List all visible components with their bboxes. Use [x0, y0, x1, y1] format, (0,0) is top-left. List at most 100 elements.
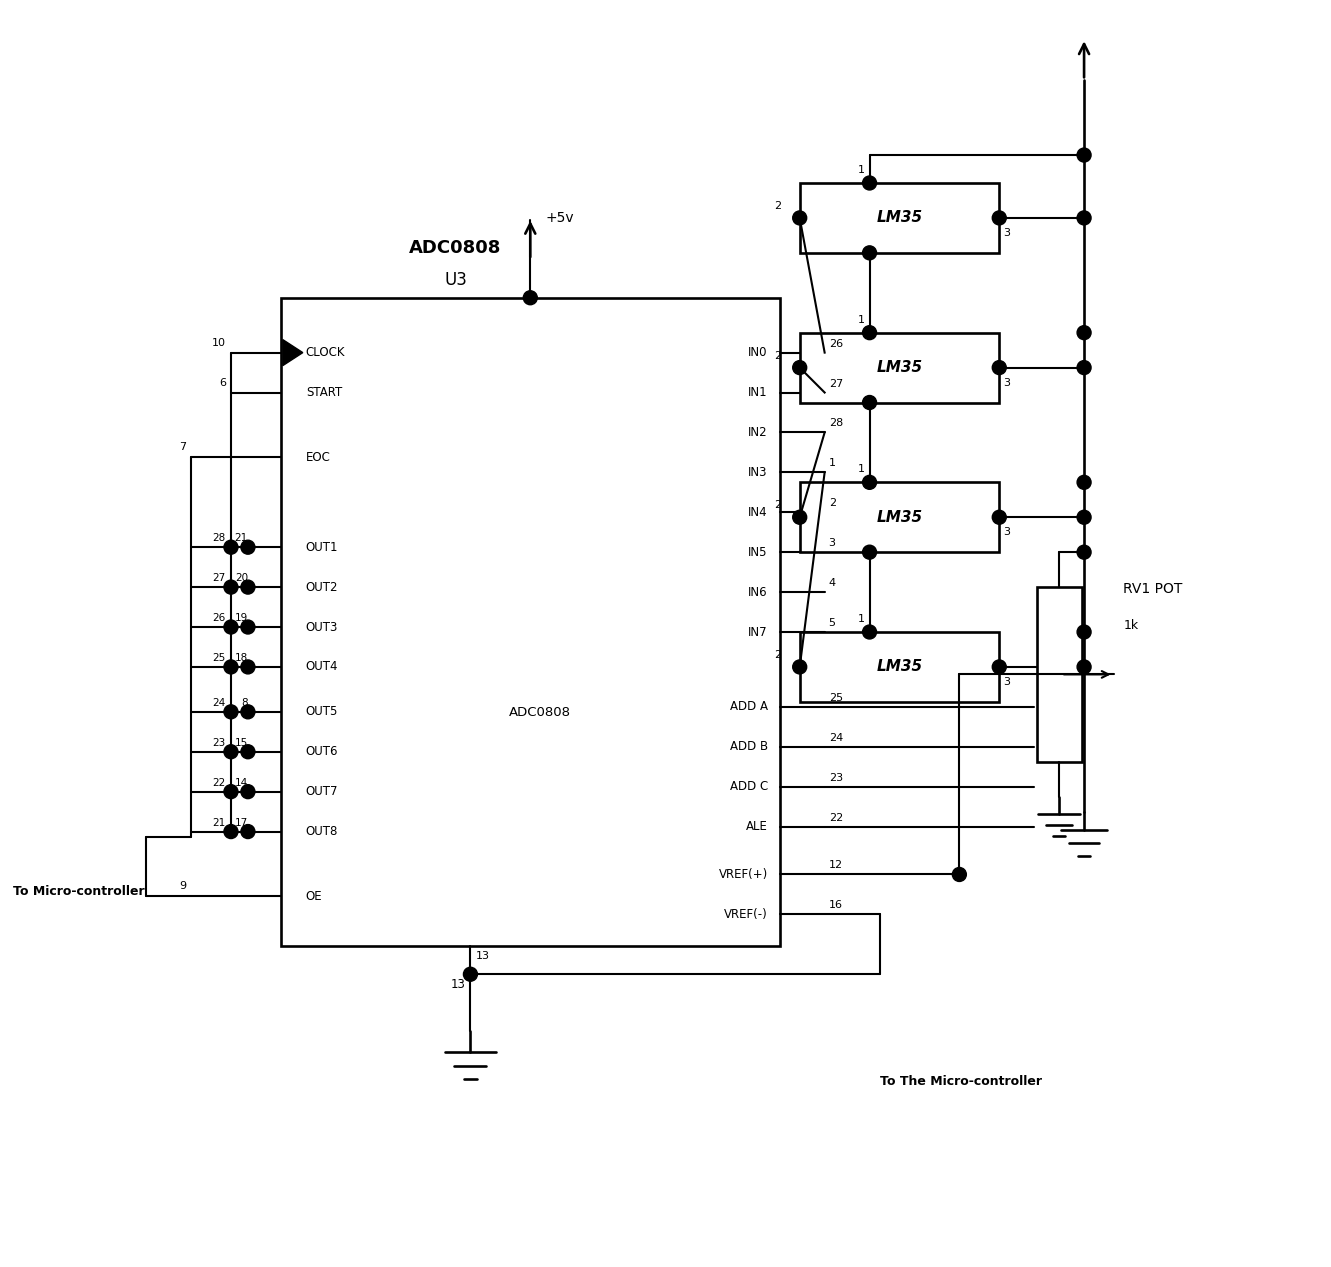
Text: IN2: IN2 — [748, 426, 768, 438]
Text: START: START — [306, 386, 342, 399]
Circle shape — [224, 660, 238, 674]
Text: 25: 25 — [829, 693, 843, 703]
Text: 24: 24 — [213, 698, 226, 708]
Text: 27: 27 — [213, 573, 226, 583]
Circle shape — [1077, 326, 1091, 340]
Text: 2: 2 — [775, 351, 781, 361]
Text: 1: 1 — [857, 614, 865, 625]
Text: RV1 POT: RV1 POT — [1123, 582, 1183, 595]
Circle shape — [993, 361, 1006, 375]
Circle shape — [793, 511, 807, 525]
Text: IN0: IN0 — [748, 346, 768, 359]
Text: LM35: LM35 — [876, 210, 922, 226]
Circle shape — [793, 361, 807, 375]
Text: ADD C: ADD C — [729, 780, 768, 793]
Text: 3: 3 — [829, 538, 836, 549]
Text: ADC0808: ADC0808 — [409, 239, 502, 257]
Text: 7: 7 — [178, 442, 186, 452]
Text: 13: 13 — [451, 978, 466, 991]
Text: 2: 2 — [829, 498, 836, 508]
FancyBboxPatch shape — [800, 333, 1000, 403]
Text: 21: 21 — [213, 817, 226, 827]
Text: 1: 1 — [829, 459, 836, 469]
Text: 5: 5 — [829, 618, 836, 628]
Circle shape — [241, 745, 256, 759]
Text: ADD B: ADD B — [729, 740, 768, 754]
Text: 10: 10 — [212, 337, 226, 347]
Circle shape — [463, 967, 478, 981]
Text: VREF(-): VREF(-) — [724, 908, 768, 921]
Circle shape — [1077, 148, 1091, 162]
Circle shape — [1077, 660, 1091, 674]
Text: OUT7: OUT7 — [306, 786, 338, 798]
Circle shape — [241, 660, 256, 674]
Circle shape — [1077, 210, 1091, 226]
Circle shape — [862, 475, 877, 489]
Circle shape — [862, 395, 877, 409]
Circle shape — [993, 511, 1006, 525]
Text: 2: 2 — [775, 650, 781, 660]
Text: 2: 2 — [775, 500, 781, 511]
Text: 23: 23 — [213, 737, 226, 748]
Circle shape — [1077, 475, 1091, 489]
Text: OUT3: OUT3 — [306, 621, 338, 634]
Text: 22: 22 — [213, 778, 226, 788]
Text: 3: 3 — [1004, 378, 1010, 388]
Text: To The Micro-controller: To The Micro-controller — [880, 1074, 1042, 1087]
Text: ADC0808: ADC0808 — [510, 706, 571, 720]
FancyBboxPatch shape — [800, 632, 1000, 702]
Text: 28: 28 — [829, 418, 843, 428]
Text: 27: 27 — [829, 379, 843, 389]
Circle shape — [1077, 545, 1091, 559]
Circle shape — [241, 704, 256, 718]
Circle shape — [241, 620, 256, 634]
Text: OUT2: OUT2 — [306, 580, 338, 594]
Text: 6: 6 — [220, 378, 226, 388]
Text: 9: 9 — [178, 882, 186, 892]
Text: OE: OE — [306, 889, 322, 903]
Text: 25: 25 — [213, 653, 226, 663]
Text: ADD A: ADD A — [729, 701, 768, 713]
Text: IN6: IN6 — [748, 585, 768, 598]
Circle shape — [241, 580, 256, 594]
Text: CLOCK: CLOCK — [306, 346, 345, 359]
Text: IN5: IN5 — [748, 546, 768, 559]
Text: To Micro-controller: To Micro-controller — [13, 884, 145, 898]
Text: U3: U3 — [445, 271, 467, 289]
Text: 1k: 1k — [1123, 620, 1138, 632]
Circle shape — [993, 210, 1006, 226]
Text: 1: 1 — [857, 465, 865, 474]
Text: OUT8: OUT8 — [306, 825, 338, 837]
Polygon shape — [284, 340, 302, 366]
Circle shape — [1077, 361, 1091, 375]
Text: EOC: EOC — [306, 451, 330, 464]
Text: LM35: LM35 — [876, 360, 922, 375]
Circle shape — [224, 620, 238, 634]
Text: OUT5: OUT5 — [306, 706, 338, 718]
Text: LM35: LM35 — [876, 509, 922, 525]
Text: 26: 26 — [213, 613, 226, 623]
Circle shape — [224, 704, 238, 718]
Circle shape — [224, 825, 238, 839]
Text: 20: 20 — [234, 573, 248, 583]
Text: VREF(+): VREF(+) — [719, 868, 768, 881]
Text: IN4: IN4 — [748, 506, 768, 518]
Circle shape — [224, 784, 238, 798]
Circle shape — [1077, 625, 1091, 639]
Text: 26: 26 — [829, 338, 843, 348]
Circle shape — [224, 580, 238, 594]
Text: LM35: LM35 — [876, 659, 922, 674]
Circle shape — [241, 825, 256, 839]
Text: 2: 2 — [775, 201, 781, 210]
Circle shape — [793, 660, 807, 674]
FancyBboxPatch shape — [800, 182, 1000, 253]
Text: 21: 21 — [234, 533, 248, 544]
Text: 1: 1 — [857, 165, 865, 175]
Text: IN3: IN3 — [748, 466, 768, 479]
Circle shape — [1077, 511, 1091, 525]
Text: 3: 3 — [1004, 677, 1010, 687]
Text: IN7: IN7 — [748, 626, 768, 639]
Circle shape — [993, 660, 1006, 674]
Circle shape — [862, 326, 877, 340]
Text: 18: 18 — [234, 653, 248, 663]
